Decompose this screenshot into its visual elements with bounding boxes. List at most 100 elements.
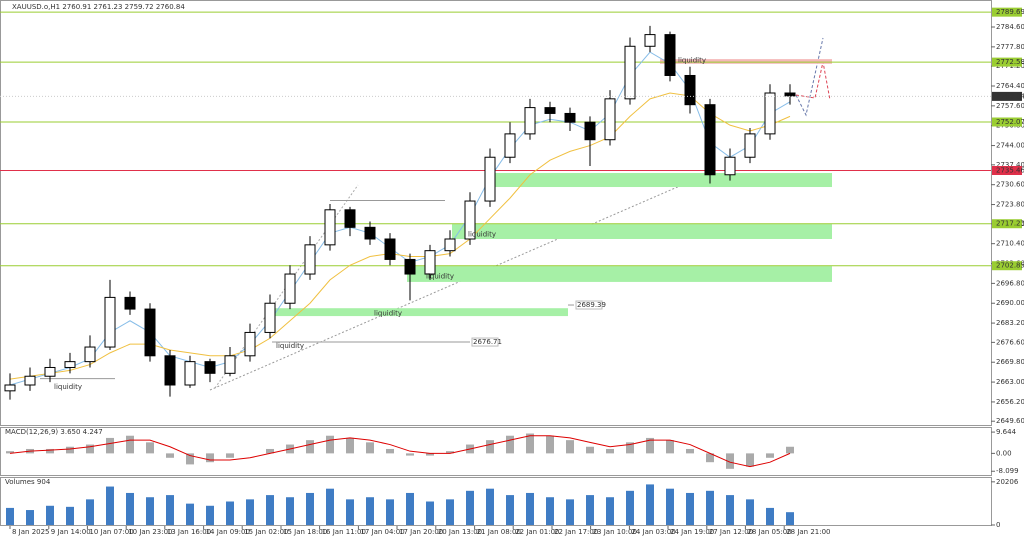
candle-body [724,156,736,176]
level-label: 2735.46 [996,166,1024,174]
candle-body [464,200,476,240]
volume-bar [126,492,134,525]
candle-body [784,92,796,97]
x-tick-label: 10 Jan 23:00 [128,528,172,536]
annotation: liquidity [54,383,82,391]
volume-bar [566,499,574,525]
zone [407,266,832,282]
volume-bar [706,490,714,525]
macd-bar [526,433,534,454]
macd-bar [426,453,434,456]
candle-body [644,34,656,47]
candle-body [24,375,36,386]
volume-bar [766,507,774,525]
x-tick-label: 23 Jan 10:00 [593,528,637,536]
volume-bar [726,495,734,525]
macd-bar [786,446,794,454]
y-tick-label: 2663.00 [996,378,1024,386]
y-tick-label: 2710.40 [996,240,1024,248]
volume-bar [666,488,674,525]
macd-bar [446,451,454,454]
macd-bar [106,437,114,454]
level-label-box [992,165,1022,175]
annotation: liquidity [276,342,304,350]
volume-tick-label: 0 [996,521,1000,529]
macd-bar [186,453,194,465]
last-price-box [992,91,1022,101]
candle-body [124,296,136,310]
volume-bar [66,506,74,525]
y-tick-label: 2690.00 [996,299,1024,307]
x-tick-label: 27 Jan 12:00 [709,528,753,536]
macd-bar [346,437,354,454]
volume-bar [786,512,794,525]
y-tick-label: 2744.00 [996,142,1024,150]
volume-bar [406,492,414,525]
macd-tick-label: -8.099 [996,467,1019,475]
candle-body [704,104,716,176]
volume-bar [266,495,274,525]
macd-bar [486,440,494,454]
volume-bar [506,495,514,525]
macd-bar [306,440,314,454]
volume-bar [26,510,34,525]
x-tick-label: 24 Jan 19:00 [670,528,714,536]
candle-body [104,296,116,348]
y-tick-label: 2737.40 [996,161,1024,169]
volume-bar [346,499,354,525]
volume-bar [146,497,154,525]
x-tick-label: 10 Jan 07:00 [89,528,133,536]
annotation: liquidity [426,272,454,280]
y-tick-label: 2676.60 [996,338,1024,346]
y-tick-label: 2683.20 [996,319,1024,327]
candle-body [184,361,196,386]
macd-bar [206,453,214,463]
x-tick-label: 28 Jan 21:00 [786,528,830,536]
zone [272,308,568,317]
x-tick-label: 24 Jan 03:00 [631,528,675,536]
candle-body [544,107,556,114]
volume-bar [206,505,214,525]
volume-bar [46,505,54,525]
x-tick-label: 22 Jan 01:00 [515,528,559,536]
volume-bar [386,499,394,525]
zone [660,59,832,64]
volume-bar [246,499,254,525]
y-tick-label: 2669.80 [996,358,1024,366]
level-label-box [992,219,1022,229]
candle-body [484,156,496,202]
x-tick-label: 21 Jan 08:00 [477,528,521,536]
y-tick-label: 2757.60 [996,102,1024,110]
x-tick-label: 9 Jan 14:00 [51,528,91,536]
projection [795,37,824,117]
volume-bar [366,497,374,525]
candle-body [84,346,96,363]
candle-body [224,355,236,374]
candle-body [144,308,156,357]
volume-bar [286,497,294,525]
x-tick-label: 22 Jan 17:00 [554,528,598,536]
volume-bar [106,486,114,525]
macd-bar [726,453,734,469]
x-tick-label: 17 Jan 04:00 [360,528,404,536]
volume-bar [226,501,234,525]
candle-body [624,45,636,100]
volume-bar [626,490,634,525]
level-label-box [992,261,1022,271]
x-tick-label: 15 Jan 02:00 [244,528,288,536]
macd-bar [686,448,694,454]
candle-body [384,238,396,260]
volume-bar [526,492,534,525]
volume-bar [306,492,314,525]
macd-bar [126,435,134,454]
range-label: 2676.71 [473,338,502,346]
y-tick-label: 2764.40 [996,82,1024,90]
candle-body [424,250,436,275]
candle-body [564,112,576,123]
macd-bar [326,435,334,454]
volume-bar [586,495,594,525]
candle-body [244,331,256,357]
level-label: 2789.69 [996,8,1024,16]
volume-bar [646,484,654,525]
